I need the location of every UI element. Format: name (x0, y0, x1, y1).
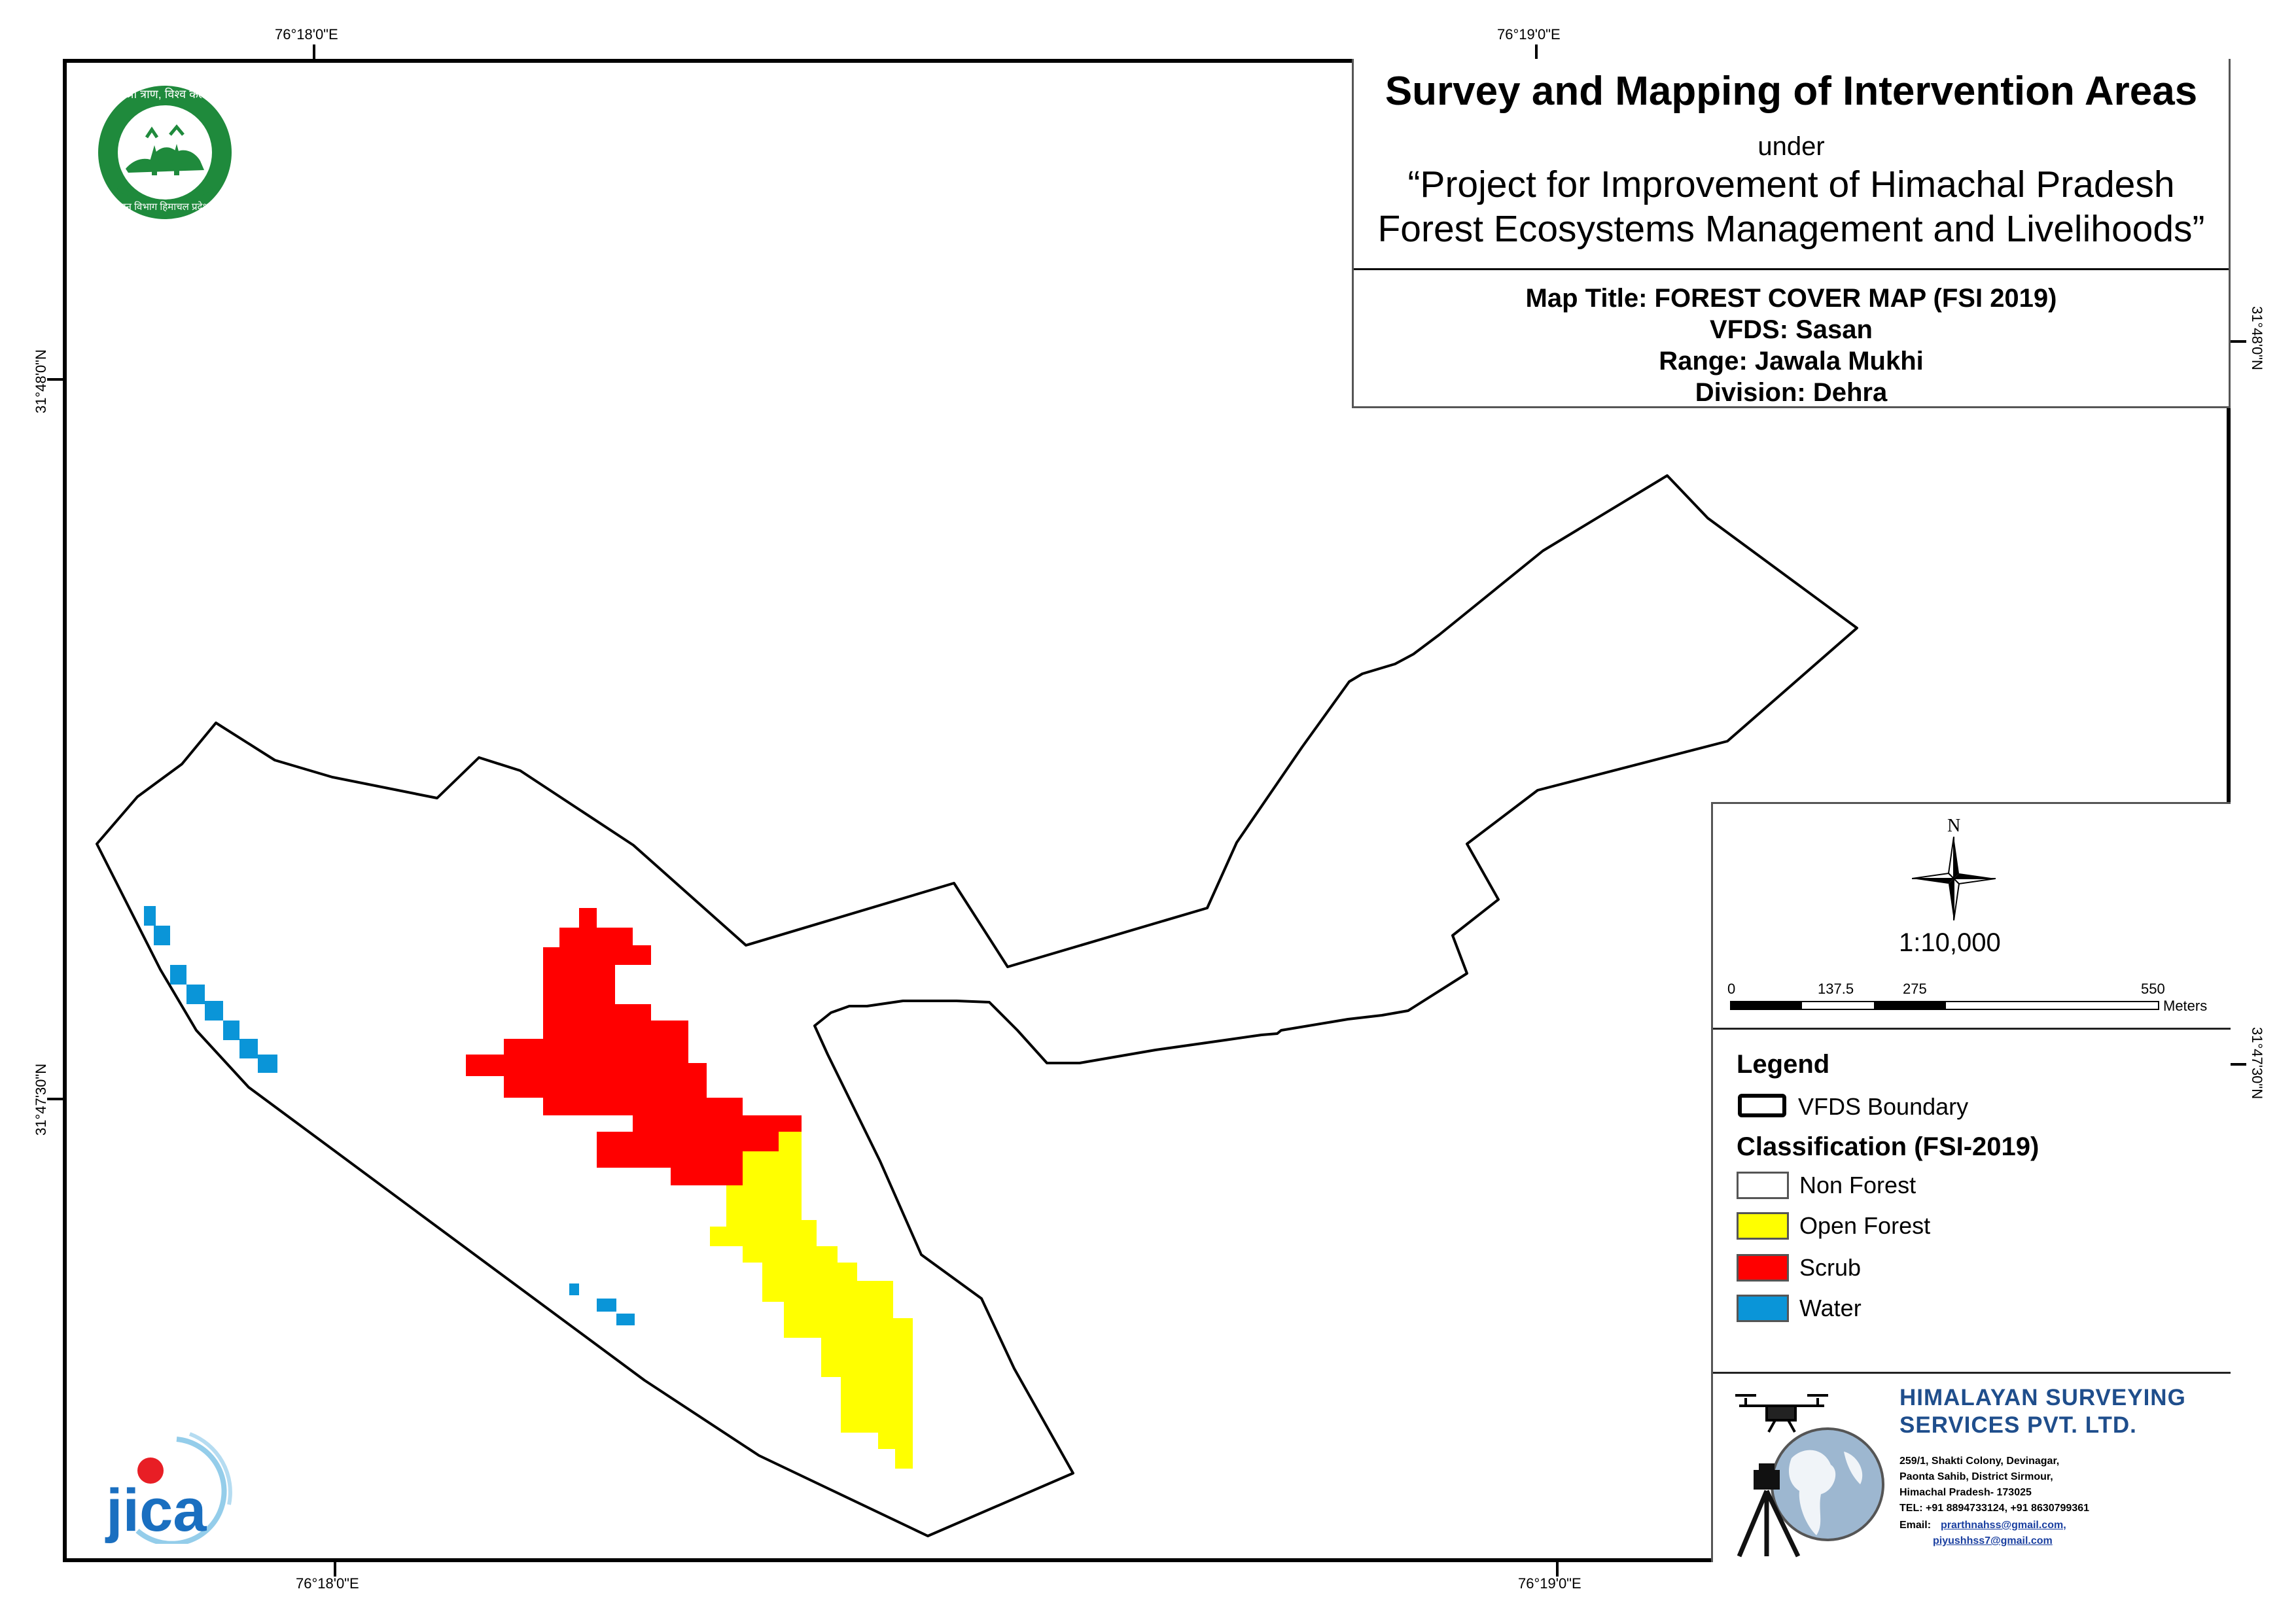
water-cells (144, 906, 635, 1325)
boundary-swatch (1738, 1094, 1786, 1117)
scale-unit: Meters (2163, 998, 2208, 1014)
tick-mark (2231, 1063, 2246, 1066)
coord-right-lower: 31°47'30"N (2249, 1027, 2265, 1100)
coord-top-right: 76°19'0"E (1497, 26, 1561, 43)
jica-logo: jica (105, 1432, 232, 1544)
scale-tick-label: 275 (1903, 981, 1927, 997)
coord-right-upper: 31°48'0"N (2249, 306, 2265, 370)
map-canvas (96, 474, 1858, 1537)
email-label: Email: (1899, 1520, 1932, 1531)
legend-panel: N N 1:10,000 0 137.5 275 550 Meters Lege… (1711, 802, 2231, 1562)
email-link-1[interactable]: prarthnahss@gmail.com, (1941, 1520, 2066, 1531)
company-name-line1: HIMALAYAN SURVEYING (1899, 1385, 2186, 1410)
scrub-label: Scrub (1799, 1254, 1862, 1281)
tick-mark (47, 1098, 63, 1100)
surveyor-globe-drone-icon (1735, 1394, 1884, 1558)
seal-text-bottom: वन विभाग हिमाचल प्रदेश (120, 201, 209, 213)
open-forest-area (710, 1132, 913, 1469)
coord-left-upper: 31°48'0"N (33, 349, 49, 413)
north-letter: N (1947, 816, 1961, 836)
title-divider (1354, 268, 2229, 270)
scale-tick-label: 550 (2141, 981, 2165, 997)
company-address-line: 259/1, Shakti Colony, Devinagar, (1899, 1456, 2060, 1467)
company-phone-line: TEL: +91 8894733124, +91 8630799361 (1899, 1503, 2090, 1514)
water-swatch (1737, 1295, 1789, 1322)
scale-tick-label: 0 (1727, 981, 1736, 997)
legend-title: Legend (1737, 1050, 1830, 1079)
scale-ratio: 1:10,000 (1899, 928, 2001, 957)
tick-mark (2231, 340, 2246, 343)
boundary-label: VFDS Boundary (1798, 1093, 1969, 1120)
map-main-title: Survey and Mapping of Intervention Areas (1385, 69, 2198, 114)
classification-title: Classification (FSI-2019) (1737, 1132, 2040, 1161)
tick-mark (47, 378, 63, 381)
company-name-line2: SERVICES PVT. LTD. (1899, 1412, 2137, 1438)
tick-mark (1535, 44, 1538, 60)
water-label: Water (1799, 1295, 1862, 1321)
tick-mark (334, 1561, 336, 1577)
open-forest-label: Open Forest (1799, 1212, 1931, 1239)
scale-bar (1730, 1001, 2159, 1010)
compass-rose-icon (1912, 837, 1996, 920)
company-address-line: Paonta Sahib, District Sirmour, (1899, 1471, 2053, 1482)
tick-mark (313, 44, 315, 60)
svg-text:jica: jica (105, 1477, 207, 1544)
company-separator (1713, 1372, 2231, 1374)
seal-text-top: वन श्री त्राण, विश्व कल्याण (109, 88, 222, 101)
email-link-2[interactable]: piyushhss7@gmail.com (1933, 1535, 2053, 1546)
title-block: Survey and Mapping of Intervention Areas… (1352, 59, 2231, 408)
coord-top-left: 76°18'0"E (275, 26, 338, 43)
scale-tick-label: 137.5 (1818, 981, 1854, 997)
non-forest-swatch (1737, 1172, 1789, 1199)
title-under: under (1757, 132, 1825, 161)
project-title-line1: “Project for Improvement of Himachal Pra… (1407, 164, 2175, 205)
legend-separator (1713, 1028, 2231, 1030)
open-forest-swatch (1737, 1212, 1789, 1240)
vfds-boundary (96, 474, 1858, 1537)
tick-mark (1556, 1561, 1559, 1577)
project-title: “Project for Improvement of Himachal Pra… (1354, 162, 2229, 251)
vfds-label: VFDS: Sasan (1710, 315, 1873, 344)
non-forest-label: Non Forest (1799, 1172, 1916, 1198)
forest-department-seal (98, 86, 232, 219)
project-title-line2: Forest Ecosystems Management and Livelih… (1377, 208, 2205, 250)
scrub-swatch (1737, 1254, 1789, 1282)
scrub-area (466, 908, 802, 1185)
range-label: Range: Jawala Mukhi (1659, 347, 1924, 375)
coord-bottom-left: 76°18'0"E (296, 1575, 359, 1592)
division-label: Division: Dehra (1695, 378, 1888, 407)
coord-bottom-right: 76°19'0"E (1518, 1575, 1581, 1592)
company-address-line: Himachal Pradesh- 173025 (1899, 1487, 2032, 1498)
map-title-label: Map Title: FOREST COVER MAP (FSI 2019) (1525, 284, 2057, 313)
